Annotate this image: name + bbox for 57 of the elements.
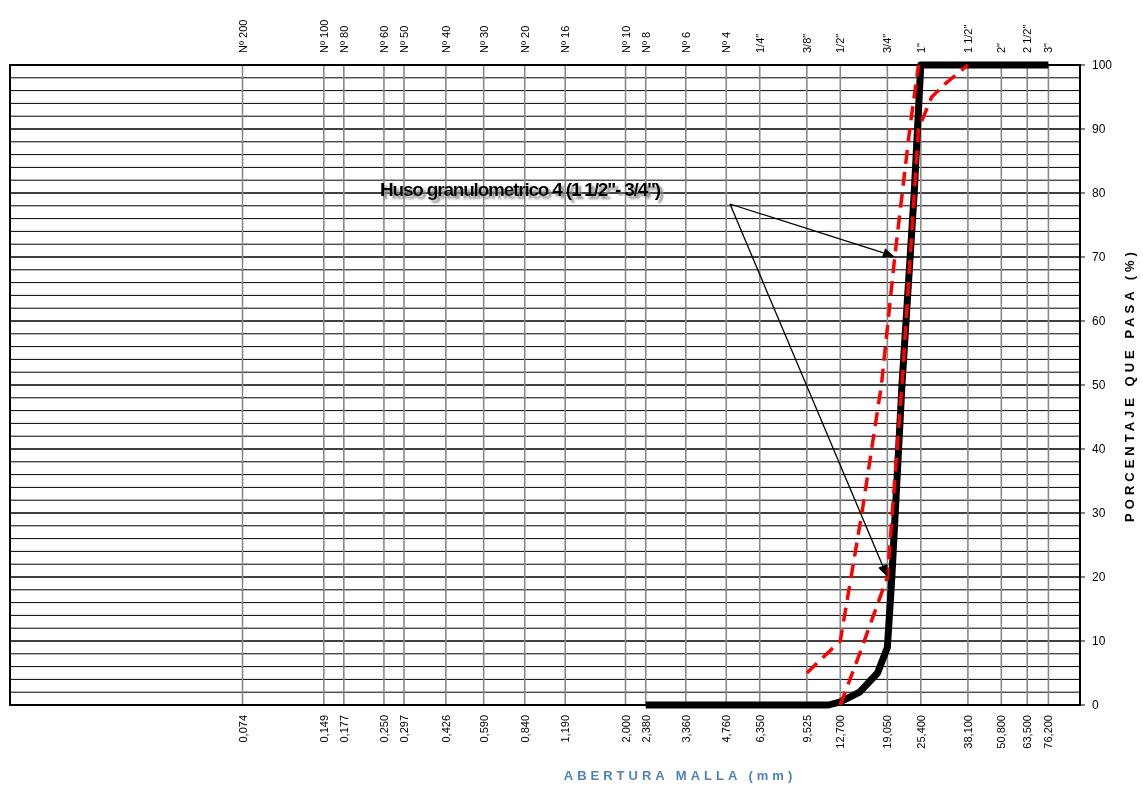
text: Nº 8: [639, 31, 652, 53]
x-tick-label: 0,590: [477, 715, 490, 743]
text: Nº 60: [377, 25, 390, 53]
x-tick-label: 2,000: [619, 715, 632, 743]
x-tick-label: 1,190: [559, 715, 572, 743]
y-tick-label: 20: [1092, 570, 1106, 584]
text: 1": [914, 42, 927, 53]
x-tick-label: 0,177: [337, 715, 350, 743]
x-tick-label: 4,760: [720, 715, 733, 743]
x-tick-label: 25,400: [914, 715, 927, 749]
y-tick-label: 30: [1092, 506, 1106, 520]
y-axis-title: PORCENTAJE QUE PASA (%): [1122, 248, 1137, 522]
y-tick-label: 40: [1092, 442, 1106, 456]
text: Nº 30: [477, 25, 490, 53]
text: 2": [995, 42, 1008, 53]
text: Nº 16: [559, 25, 572, 53]
text: Nº 6: [679, 31, 692, 53]
text: Nº 10: [619, 25, 632, 53]
x-tick-label: 0,297: [397, 715, 410, 743]
y-tick-label: 60: [1092, 314, 1106, 328]
x-tick-label: 0,840: [518, 715, 531, 743]
text: 2 1/2": [1021, 24, 1034, 53]
text: Nº 20: [518, 25, 531, 53]
x-tick-label: 0,149: [317, 715, 330, 743]
y-tick-label: 90: [1092, 122, 1106, 136]
text: Nº 80: [337, 25, 350, 53]
text: Nº 200: [236, 19, 249, 53]
y-tick-label: 80: [1092, 186, 1106, 200]
x-tick-label: 3,360: [679, 715, 692, 743]
x-tick-label: 76,200: [1042, 715, 1055, 749]
x-tick-label: 63,500: [1021, 715, 1034, 749]
x-tick-label: 0,250: [377, 715, 390, 743]
y-tick-label: 0: [1092, 698, 1099, 712]
text: 1 1/2": [961, 24, 974, 53]
x-tick-label: 50,800: [995, 715, 1008, 749]
text: 1/4": [753, 33, 766, 53]
x-tick-label: 2,380: [639, 715, 652, 743]
text: Nº 50: [397, 25, 410, 53]
text: 3/8": [800, 33, 813, 53]
text: Nº 40: [439, 25, 452, 53]
x-axis-title: ABERTURA MALLA (mm): [563, 768, 797, 783]
text: Nº 100: [317, 19, 330, 53]
y-tick-label: 50: [1092, 378, 1106, 392]
text: Nº 4: [720, 31, 733, 53]
x-tick-label: 0,426: [439, 715, 452, 743]
x-tick-label: 19,050: [881, 715, 894, 749]
x-tick-label: 38,100: [961, 715, 974, 749]
x-tick-label: 6,350: [753, 715, 766, 743]
text: 1/2": [834, 33, 847, 53]
x-tick-label: 0,074: [236, 715, 249, 743]
y-tick-label: 70: [1092, 250, 1106, 264]
y-tick-label: 100: [1092, 58, 1113, 72]
y-tick-label: 10: [1092, 634, 1106, 648]
x-tick-label: 12,700: [834, 715, 847, 749]
x-tick-label: 9,525: [800, 715, 813, 743]
text: 3": [1042, 42, 1055, 53]
text: 3/4": [881, 33, 894, 53]
